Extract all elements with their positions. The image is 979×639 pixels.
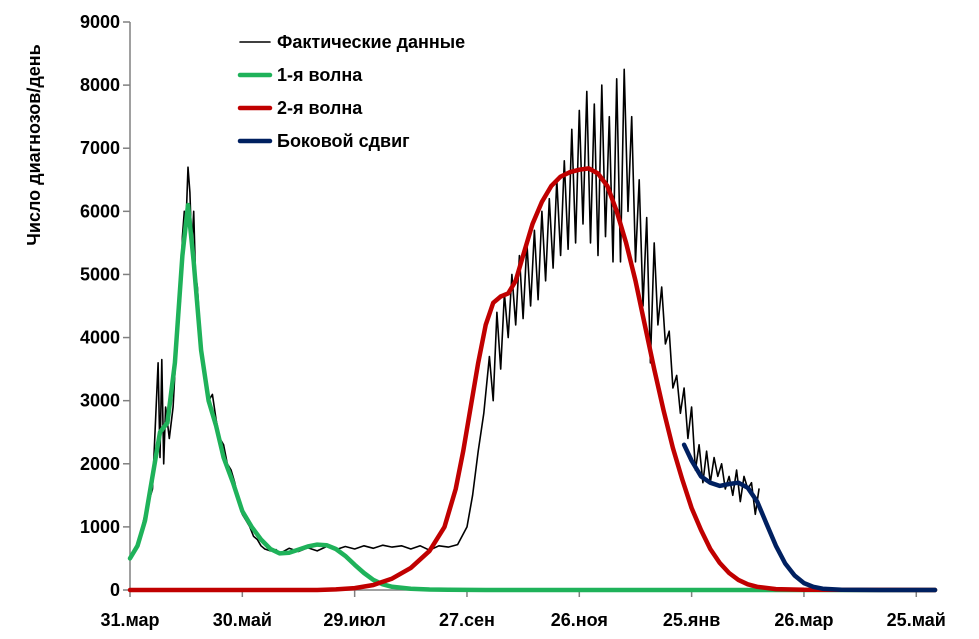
x-tick-label: 26.мар xyxy=(774,610,833,630)
x-tick-label: 29.июл xyxy=(323,610,385,630)
series-line-0 xyxy=(129,68,760,560)
y-tick-label: 0 xyxy=(110,580,120,600)
y-tick-label: 4000 xyxy=(80,328,120,348)
x-tick-label: 27.сен xyxy=(439,610,495,630)
series-line-2 xyxy=(127,166,938,593)
x-tick-label: 25.янв xyxy=(663,610,720,630)
legend: Фактические данные 1-я волна 2-я волна Боко… xyxy=(237,32,465,151)
x-tick-label: 25.май xyxy=(887,610,946,630)
series-line-3 xyxy=(681,442,938,593)
legend-label: 2-я волна xyxy=(277,98,363,118)
y-axis-title: Число диагнозов/день xyxy=(24,44,44,245)
series-line-1 xyxy=(127,202,938,593)
series-layer xyxy=(127,68,938,593)
x-tick-label: 31.мар xyxy=(100,610,159,630)
y-tick-label: 3000 xyxy=(80,391,120,411)
y-tick-label: 5000 xyxy=(80,264,120,284)
legend-label: 1-я волна xyxy=(277,65,363,85)
x-tick-label: 26.ноя xyxy=(551,610,608,630)
y-tick-label: 7000 xyxy=(80,138,120,158)
legend-label: Боковой сдвиг xyxy=(277,131,410,151)
y-tick-label: 9000 xyxy=(80,12,120,32)
y-tick-label: 6000 xyxy=(80,201,120,221)
y-tick-label: 8000 xyxy=(80,75,120,95)
x-tick-label: 30.май xyxy=(213,610,272,630)
y-tick-label: 1000 xyxy=(80,517,120,537)
legend-label: Фактические данные xyxy=(277,32,465,52)
y-tick-label: 2000 xyxy=(80,454,120,474)
axes: 0 1000 2000 3000 4000 5000 6000 7000 8000 9000 31.… xyxy=(80,12,946,630)
